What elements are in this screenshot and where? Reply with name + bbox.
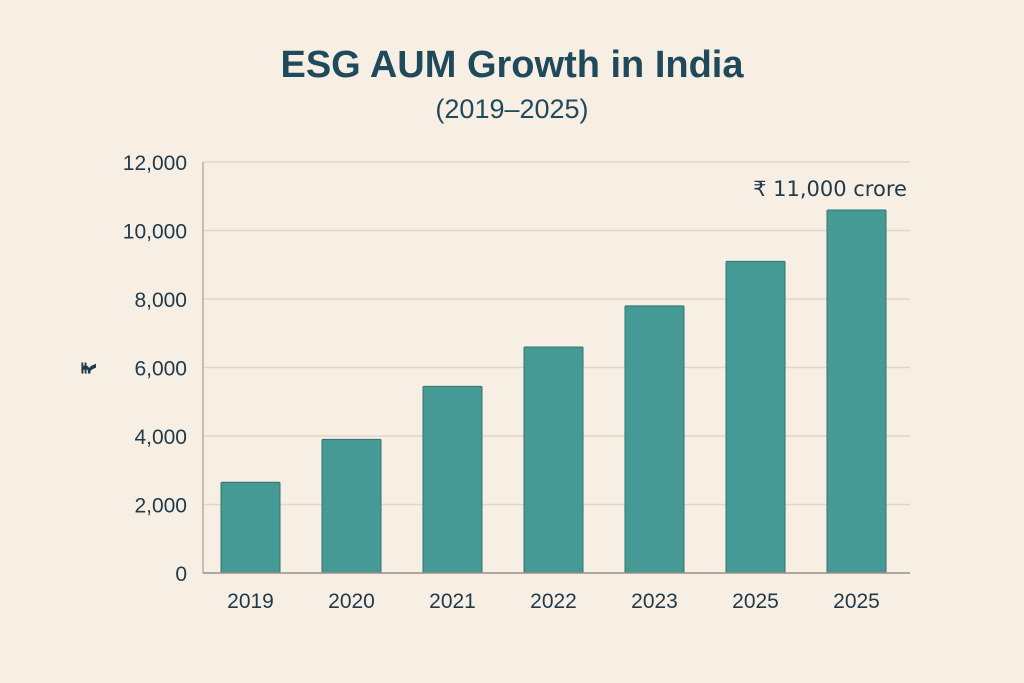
bar-annotation: ₹ 11,000 crore: [753, 177, 907, 201]
bar-2021: [422, 385, 483, 574]
y-tick-label: 10,000: [123, 221, 187, 244]
x-tick-label: 2022: [530, 590, 577, 613]
x-tick-label: 2020: [328, 590, 375, 613]
bars: [220, 209, 887, 574]
x-tick-label: 2023: [631, 590, 678, 613]
x-tick-label: 2025: [732, 590, 779, 613]
chart-title: ESG AUM Growth in India: [280, 44, 744, 86]
y-tick-label: 0: [175, 563, 187, 586]
bar-2022: [523, 346, 584, 574]
x-tick-label: 2019: [227, 590, 274, 613]
y-tick-label: 4,000: [134, 426, 187, 449]
y-tick-label: 6,000: [134, 358, 187, 381]
x-tick-label: 2025: [833, 590, 880, 613]
tick-labels: 0 2,000 4,000 6,000 8,000 10,000 12,000 ₹2019 20…: [77, 152, 907, 613]
y-tick-label: 12,000: [123, 152, 187, 175]
bar-2023: [624, 305, 685, 574]
x-tick-label: 2021: [429, 590, 476, 613]
y-tick-label: 8,000: [134, 289, 187, 312]
bar-2019: [220, 481, 281, 574]
chart-subtitle: (2019–2025): [435, 94, 589, 124]
axes: [202, 162, 910, 574]
y-axis-label: ₹: [77, 361, 101, 375]
bar-2025: [826, 209, 887, 574]
bar-2025: [725, 260, 786, 574]
y-tick-label: 2,000: [134, 495, 187, 518]
bar-2020: [321, 438, 382, 574]
